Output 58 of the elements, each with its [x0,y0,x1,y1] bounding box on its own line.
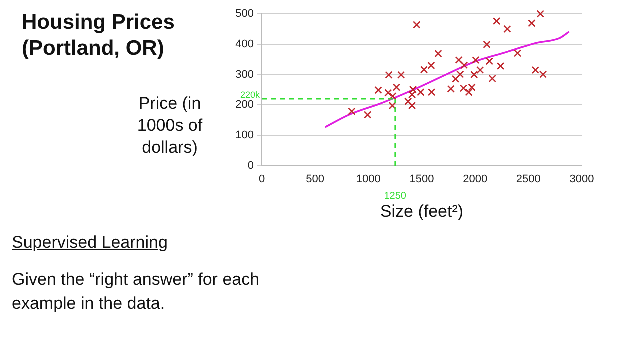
point [404,98,412,106]
point [468,84,476,92]
point [493,17,501,26]
x-tick-label: 2000 [463,174,488,186]
point [486,58,494,66]
text: Given the “right answer” for each example in the data. [12,269,261,315]
y-tick-label: 300 [236,68,254,81]
point [447,85,455,93]
x-tick-label: 0 [258,174,266,186]
point [483,40,491,49]
x-tick-label: 1500 [410,174,434,186]
point [465,88,473,96]
point [539,70,548,78]
point [420,66,428,74]
line-series [324,31,570,128]
point [452,75,460,83]
point [504,25,512,34]
point [476,66,484,74]
point [488,74,496,83]
ref-line-label: 1250 [384,190,407,202]
point [374,86,382,94]
point [428,62,436,70]
y-axis-title: Price (in 1000s of dollars) [136,93,204,160]
point [456,70,464,78]
point [536,10,544,18]
point [455,56,463,64]
point [392,84,401,92]
point [384,89,392,97]
point [408,102,416,110]
point [472,56,480,64]
point [528,20,536,28]
point [460,62,468,70]
x-tick-label: 500 [306,174,325,186]
point [364,111,372,119]
point [417,88,425,96]
point [348,108,356,116]
x-axis-title: Size (feet²) [379,202,465,222]
point [460,84,468,92]
text: Supervised Learning [12,233,168,253]
y-tick-label: 200 [236,99,254,112]
text: Housing Prices (Portland, OR) [22,10,176,62]
point [470,70,478,79]
y-tick-label: 100 [236,130,254,142]
x-tick-label: 2500 [516,174,541,186]
y-tick-label: 500 [236,8,254,20]
x-tick-label: 1000 [356,174,381,186]
point [514,50,522,58]
point [428,88,436,96]
point [397,71,406,79]
x-tick-label: 3000 [570,174,594,186]
point [532,66,540,74]
point [385,71,393,79]
point [413,21,421,29]
point [496,62,505,70]
point [434,50,442,58]
y-tick-label: 0 [248,160,254,172]
ref-line-label: 220k [240,90,260,100]
y-tick-label: 400 [236,38,254,50]
